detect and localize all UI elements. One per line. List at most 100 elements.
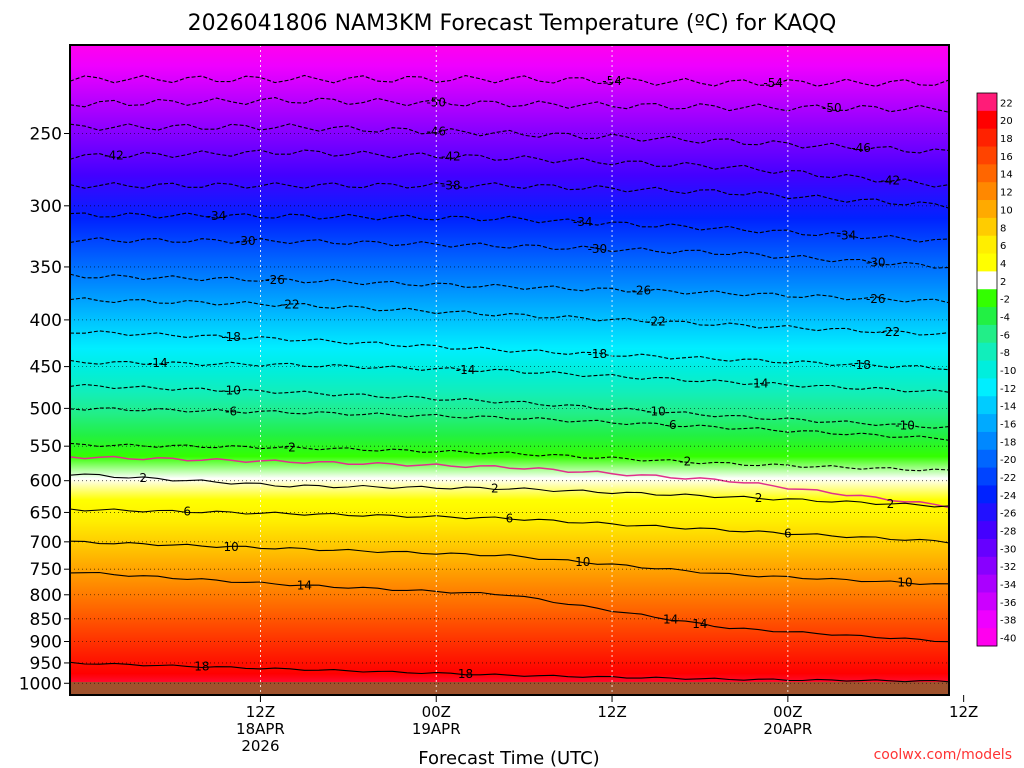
- colorbar-label: 4: [1000, 259, 1006, 270]
- colorbar-label: -22: [1000, 473, 1016, 484]
- colorbar-swatch: [977, 431, 997, 451]
- y-tick-label: 450: [30, 358, 62, 378]
- colorbar-label: -16: [1000, 419, 1016, 430]
- x-axis-label: Forecast Time (UTC): [418, 748, 599, 768]
- y-tick-label: 900: [30, 632, 62, 652]
- colorbar-label: 8: [1000, 223, 1006, 234]
- colorbar-swatch: [977, 574, 997, 593]
- contour-lines: -54 -54-50 -50-46-46-42 -42-42-38-34 -34-34-…: [70, 74, 949, 683]
- contour-label: 6: [506, 511, 514, 525]
- y-tick-label: 700: [30, 533, 62, 553]
- contour-label: 2: [887, 497, 895, 511]
- colorbar-swatch: [977, 271, 997, 290]
- contour-label: -34: [837, 229, 857, 243]
- contour-label: -18: [588, 347, 608, 361]
- colorbar-swatch: [977, 360, 997, 379]
- contour-label: -18: [851, 358, 871, 372]
- contour-line: [70, 455, 949, 509]
- contour-label: -14: [456, 363, 476, 377]
- colorbar-label: 10: [1000, 205, 1013, 216]
- contour-label: -22: [881, 325, 901, 339]
- contour-label: -14: [749, 377, 769, 391]
- colorbar-label: -36: [1000, 598, 1016, 609]
- colorbar-label: -28: [1000, 527, 1016, 538]
- y-tick-label: 350: [30, 258, 62, 278]
- colorbar-swatch: [977, 414, 997, 433]
- y-tick-label: 250: [30, 124, 62, 144]
- contour-label: 6: [183, 505, 191, 519]
- colorbar-swatch: [977, 503, 997, 522]
- colorbar-label: -34: [1000, 580, 1016, 591]
- colorbar: 22 20 18 16 14 12 10 8 6 4 2 -2 -4 -6 -8 -10 -12 -14 -16 -1…: [976, 92, 1016, 647]
- y-tick-label: 550: [30, 437, 62, 457]
- colorbar-swatch: [977, 217, 997, 237]
- colorbar-swatch: [977, 378, 997, 397]
- contour-label: 2: [491, 481, 499, 495]
- colorbar-label: 6: [1000, 241, 1006, 252]
- contour-line: [70, 330, 949, 371]
- x-tick-label: 12Z: [597, 703, 626, 721]
- credit-text: coolwx.com/models: [874, 747, 1012, 763]
- plot-background: [70, 45, 949, 695]
- y-tick-label: 600: [30, 472, 62, 492]
- contour-label: 6: [784, 526, 792, 540]
- contour-label: 14: [297, 578, 312, 592]
- colorbar-swatch: [977, 628, 997, 647]
- contour-line: [70, 359, 949, 393]
- colorbar-swatch: [977, 164, 997, 183]
- plot-frame: [69, 44, 950, 696]
- contour-label: -54: [763, 76, 783, 90]
- y-tick-label: 950: [30, 654, 62, 674]
- y-tick-label: 400: [30, 311, 62, 331]
- contour-line: [70, 149, 949, 188]
- x-tick-label: 2026: [241, 737, 279, 755]
- y-tick-label: 1000: [19, 674, 62, 694]
- colorbar-label: -20: [1000, 455, 1016, 466]
- contour-label: -50: [822, 101, 842, 115]
- contour-label: -26: [632, 284, 652, 298]
- contour-label: 14: [663, 612, 678, 626]
- colorbar-swatch: [977, 253, 997, 272]
- y-tick-label: 500: [30, 399, 62, 419]
- colorbar-swatch: [977, 538, 997, 558]
- colorbar-swatch: [977, 485, 997, 504]
- gridlines: [70, 45, 965, 695]
- contour-label: -10: [221, 383, 241, 397]
- contour-label: -38: [441, 178, 461, 192]
- contour-label: -42: [441, 150, 461, 164]
- contour-label: -30: [588, 242, 608, 256]
- contour-label: -26: [265, 273, 285, 287]
- contour-line: [70, 212, 949, 243]
- colorbar-label: 14: [1000, 170, 1013, 181]
- contour-label: 18: [458, 667, 473, 681]
- colorbar-swatch: [977, 467, 997, 486]
- colorbar-label: 2: [1000, 277, 1006, 288]
- colorbar-label: -6: [1000, 330, 1010, 341]
- colorbar-swatch: [977, 235, 997, 255]
- contour-line: [70, 74, 949, 87]
- contour-label: -10: [895, 418, 915, 432]
- contour-label: -2: [679, 455, 691, 469]
- contour-label: -34: [207, 209, 227, 223]
- colorbar-label: -24: [1000, 491, 1016, 502]
- contour-label: 10: [897, 576, 912, 590]
- contour-line: [70, 237, 949, 269]
- x-tick-label: 19APR: [412, 720, 461, 738]
- colorbar-swatch: [977, 110, 997, 130]
- contour-label: 14: [692, 617, 707, 631]
- x-tick-label: 20APR: [763, 720, 812, 738]
- colorbar-label: -30: [1000, 544, 1016, 555]
- colorbar-label: 18: [1000, 134, 1013, 145]
- colorbar-swatch: [977, 146, 997, 165]
- colorbar-swatch: [977, 396, 997, 415]
- colorbar-swatch: [977, 449, 997, 469]
- x-tick-label: 12Z: [949, 703, 978, 721]
- ground-band: [70, 682, 949, 695]
- contour-line: [70, 571, 949, 643]
- contour-label: 10: [224, 540, 239, 554]
- colorbar-label: -26: [1000, 509, 1016, 520]
- colorbar-label: -10: [1000, 366, 1016, 377]
- y-tick-label: 300: [30, 197, 62, 217]
- colorbar-label: -38: [1000, 616, 1016, 627]
